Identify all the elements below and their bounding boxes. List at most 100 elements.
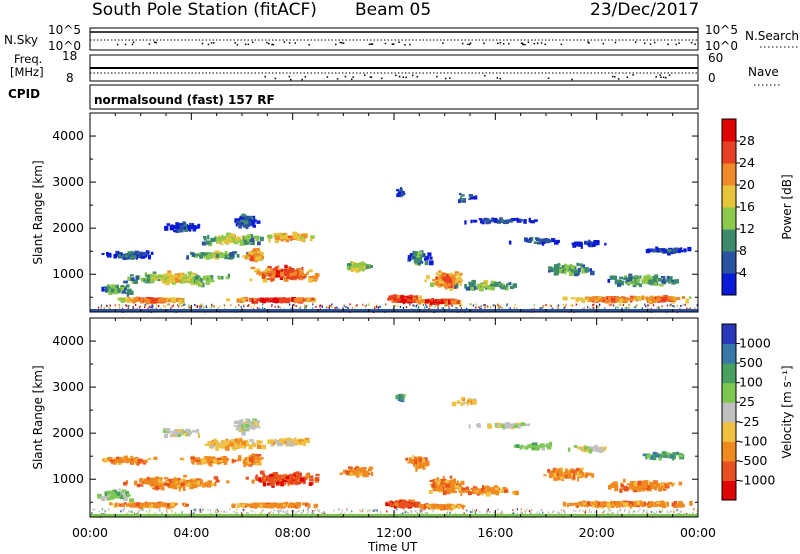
echo-cell: [242, 304, 245, 307]
echo-cell: [211, 512, 213, 515]
echo-cell: [296, 475, 302, 480]
beam-label: Beam 05: [355, 0, 431, 20]
echo-cell: [246, 503, 251, 507]
echo-cell: [194, 509, 196, 512]
echo-cell: [558, 511, 560, 514]
station-title: South Pole Station (fitACF): [92, 0, 317, 20]
echo-cell: [163, 477, 169, 480]
echo-cell: [153, 503, 158, 508]
echo-cell: [140, 298, 143, 304]
echo-cell: [217, 240, 220, 244]
echo-cell: [267, 477, 270, 482]
echo-cell: [678, 307, 680, 310]
echo-cell: [414, 464, 417, 468]
echo-cell: [281, 503, 284, 509]
echo-cell: [175, 477, 178, 481]
echo-cell: [441, 307, 443, 310]
echo-cell: [414, 258, 417, 264]
echo-cell: [654, 512, 656, 515]
echo-cell: [236, 508, 238, 511]
echo-cell: [270, 479, 275, 483]
echo-cell: [637, 510, 640, 513]
echo-cell: [636, 276, 639, 280]
echo-cell: [667, 248, 671, 253]
echo-cell: [166, 280, 170, 285]
echo-cell: [109, 304, 111, 307]
echo-cell: [292, 276, 297, 280]
echo-cell: [457, 280, 462, 283]
echo-cell: [296, 441, 299, 445]
echo-cell: [403, 509, 405, 512]
echo-cell: [680, 510, 682, 513]
echo-cell: [475, 509, 478, 512]
echo-cell: [140, 305, 142, 308]
echo-cell: [421, 512, 423, 515]
echo-cell: [371, 471, 374, 477]
echo-cell: [400, 396, 404, 400]
echo-cell: [562, 510, 565, 513]
echo-cell: [144, 274, 149, 277]
echo-cell: [584, 241, 587, 244]
echo-cell: [479, 511, 481, 514]
echo-cell: [411, 455, 414, 458]
echo-cell: [577, 267, 581, 273]
echo-cell: [685, 298, 689, 304]
echo-cell: [139, 253, 142, 259]
echo-cell: [570, 269, 574, 273]
echo-cell: [282, 297, 286, 302]
echo-cell: [287, 483, 290, 487]
echo-cell: [270, 441, 274, 447]
echo-cell: [190, 251, 193, 255]
echo-cell: [296, 297, 301, 302]
echo-cell: [253, 421, 257, 426]
echo-cell: [124, 291, 128, 295]
echo-cell: [150, 278, 154, 282]
echo-cell: [470, 511, 472, 513]
echo-cell: [412, 256, 417, 259]
echo-cell: [188, 272, 192, 276]
echo-cell: [262, 306, 264, 309]
echo-cell: [417, 300, 422, 305]
echo-cell: [101, 286, 105, 292]
echo-cell: [457, 276, 462, 280]
echo-cell: [253, 253, 258, 257]
echo-cell: [461, 504, 464, 510]
echo-cell: [481, 218, 485, 222]
echo-cell: [280, 510, 282, 513]
echo-cell: [215, 253, 220, 258]
echo-cell: [397, 298, 401, 302]
echo-cell: [221, 457, 225, 460]
echo-cell: [238, 223, 242, 226]
echo-cell: [437, 305, 439, 308]
echo-cell: [693, 508, 695, 511]
echo-cell: [537, 241, 542, 245]
echo-cell: [490, 217, 495, 223]
echo-cell: [279, 235, 285, 240]
echo-cell: [610, 297, 614, 302]
echo-cell: [607, 512, 610, 515]
echo-cell: [286, 275, 291, 278]
echo-cell: [216, 508, 219, 511]
echo-cell: [236, 237, 241, 241]
echo-cell: [294, 271, 298, 275]
echo-cell: [108, 252, 112, 257]
echo-cell: [394, 511, 396, 514]
nsky-label: N.Sky: [4, 33, 38, 47]
echo-cell: [462, 194, 465, 197]
echo-cell: [276, 269, 280, 274]
echo-cell: [460, 482, 465, 485]
echo-cell: [400, 296, 403, 299]
echo-cell: [454, 278, 459, 281]
echo-cell: [438, 270, 442, 273]
echo-cell: [203, 236, 207, 241]
echo-cell: [676, 305, 678, 308]
echo-cell: [242, 459, 246, 465]
echo-cell: [186, 255, 189, 260]
echo-cell: [240, 219, 244, 223]
echo-cell: [264, 298, 270, 301]
echo-cell: [441, 484, 447, 487]
echo-cell: [243, 220, 248, 225]
echo-cell: [629, 276, 632, 282]
echo-cell: [367, 468, 372, 472]
echo-cell: [460, 307, 462, 310]
